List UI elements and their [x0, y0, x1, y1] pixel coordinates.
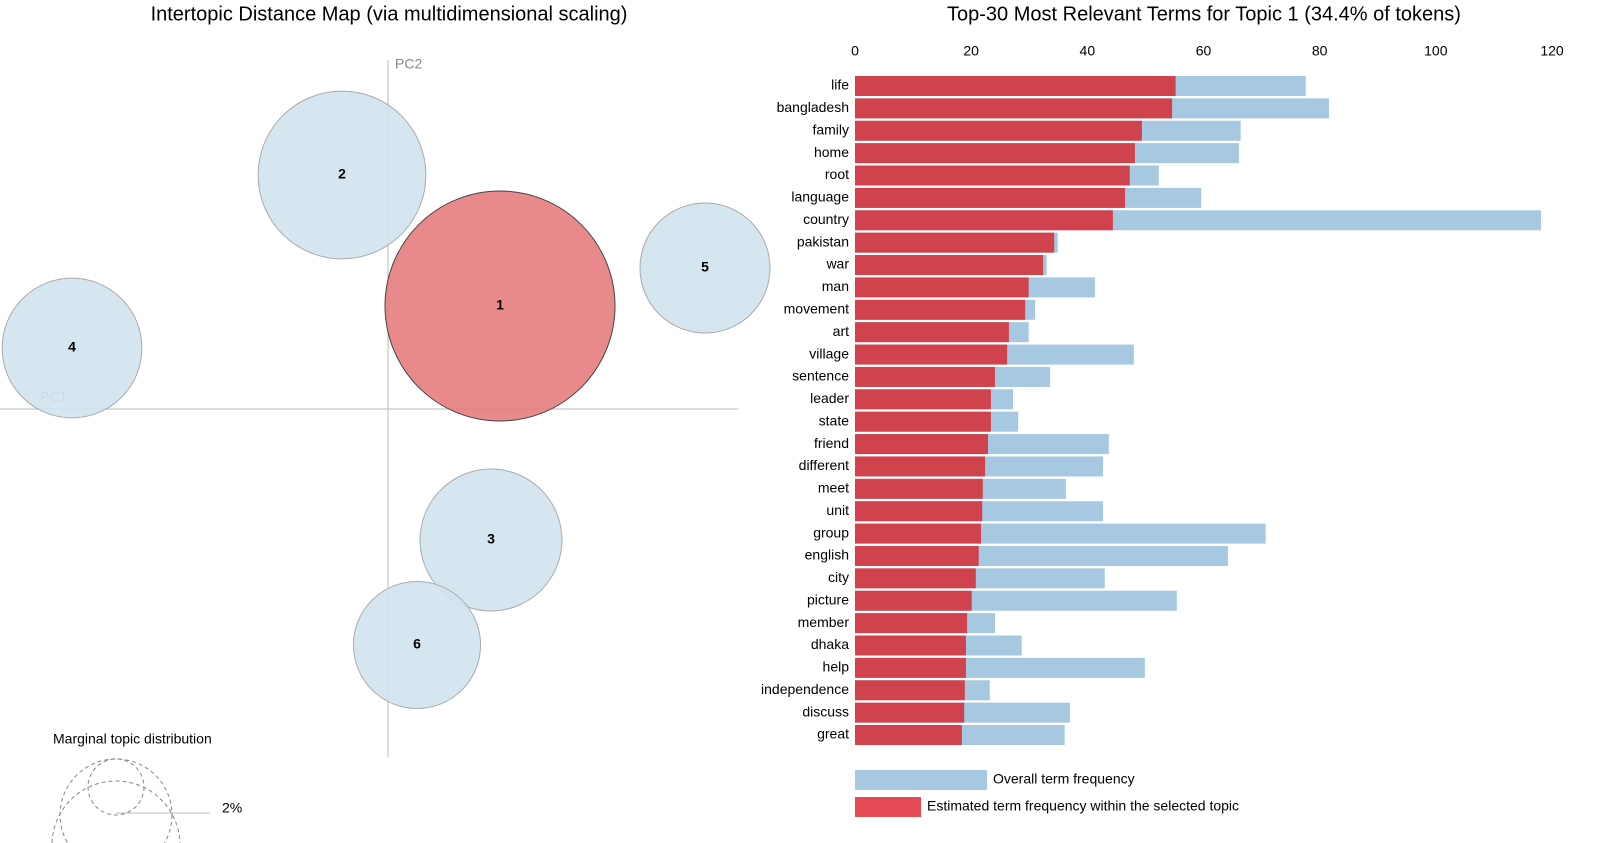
- y-tick-label: different: [799, 457, 849, 473]
- bar: [855, 165, 1130, 186]
- y-tick-label: war: [825, 256, 849, 272]
- bar: [855, 76, 1176, 96]
- bar: [855, 277, 1029, 298]
- x-tick-label: 20: [963, 43, 979, 59]
- x-tick-label: 60: [1196, 43, 1212, 59]
- bar: [855, 657, 966, 678]
- y-tick-label: english: [805, 547, 849, 563]
- size-legend-circle: [59, 758, 173, 843]
- bar: [855, 322, 1009, 343]
- y-tick-label: friend: [814, 435, 849, 451]
- bar: [855, 187, 1126, 208]
- topic-bubble: [419, 468, 563, 612]
- topic-label: 6: [413, 636, 421, 652]
- size-legend-label: 2%: [222, 800, 242, 816]
- y-tick-label: home: [814, 144, 849, 160]
- bar: [855, 523, 982, 544]
- bar: [855, 478, 983, 499]
- bar: [855, 344, 1008, 365]
- bar: [855, 434, 989, 455]
- y-tick-label: pakistan: [797, 233, 849, 249]
- y-tick-label: city: [828, 569, 849, 585]
- y-tick-label: member: [798, 614, 850, 630]
- bar: [855, 568, 976, 589]
- legend-swatch: [855, 797, 921, 817]
- bar: [855, 702, 965, 723]
- bar: [855, 635, 966, 656]
- topic-label: 5: [701, 259, 709, 275]
- bar: [855, 501, 983, 522]
- y-tick-label: independence: [761, 681, 849, 697]
- bar: [855, 255, 1044, 276]
- y-tick-label: life: [831, 77, 849, 93]
- bar: [855, 120, 1142, 141]
- bar: [855, 232, 1055, 253]
- topic-label: 4: [68, 339, 76, 355]
- legend-label: Overall term frequency: [993, 771, 1135, 787]
- y-tick-label: unit: [826, 502, 849, 518]
- y-tick-label: discuss: [802, 703, 849, 719]
- bar: [855, 680, 965, 701]
- topic-bubble: [639, 202, 771, 334]
- x-tick-label: 0: [851, 43, 859, 59]
- legend-swatch: [855, 770, 987, 790]
- y-tick-label: movement: [784, 301, 849, 317]
- bar: [855, 143, 1135, 164]
- y-tick-label: dhaka: [811, 636, 849, 652]
- topic-label: 2: [338, 166, 346, 182]
- bar: [855, 210, 1113, 231]
- y-tick-label: great: [817, 726, 849, 742]
- y-axis-label: PC2: [395, 56, 422, 72]
- bar: [855, 366, 995, 387]
- x-tick-label: 80: [1312, 43, 1328, 59]
- x-tick-label: 120: [1540, 43, 1564, 59]
- y-tick-label: leader: [810, 390, 849, 406]
- bar: [855, 98, 1173, 119]
- x-tick-label: 100: [1424, 43, 1448, 59]
- bar: [855, 590, 972, 611]
- y-tick-label: man: [822, 278, 849, 294]
- size-legend-circle: [87, 758, 145, 816]
- y-tick-label: group: [813, 524, 849, 540]
- bar: [855, 725, 962, 746]
- bar: [855, 389, 991, 410]
- y-tick-label: sentence: [792, 368, 849, 384]
- y-tick-label: country: [803, 211, 849, 227]
- legend-label: Estimated term frequency within the sele…: [927, 798, 1239, 814]
- topic-bubble: [384, 190, 616, 422]
- x-tick-label: 40: [1080, 43, 1096, 59]
- bar: [855, 545, 979, 566]
- y-tick-label: root: [825, 166, 849, 182]
- topic-bubble: [1, 277, 143, 419]
- size-legend-title: Marginal topic distribution: [53, 731, 212, 747]
- y-tick-label: village: [809, 345, 849, 361]
- y-tick-label: meet: [818, 480, 849, 496]
- chart-title: Top-30 Most Relevant Terms for Topic 1 (…: [947, 3, 1461, 25]
- topic-label: 3: [487, 531, 495, 547]
- chart-title: Intertopic Distance Map (via multidimens…: [151, 3, 628, 25]
- y-tick-label: family: [812, 121, 849, 137]
- bar: [855, 456, 986, 477]
- bar: [855, 613, 968, 634]
- y-tick-label: state: [819, 412, 850, 428]
- y-tick-label: picture: [807, 591, 849, 607]
- bar: [855, 411, 991, 432]
- size-legend-circle: [51, 780, 181, 843]
- topic-bubble: [257, 90, 427, 260]
- y-tick-label: language: [791, 189, 849, 205]
- topic-label: 1: [496, 297, 504, 313]
- y-tick-label: help: [823, 659, 850, 675]
- y-tick-label: bangladesh: [777, 99, 849, 115]
- bar: [855, 299, 1026, 320]
- y-tick-label: art: [833, 323, 849, 339]
- topic-bubble: [352, 580, 482, 710]
